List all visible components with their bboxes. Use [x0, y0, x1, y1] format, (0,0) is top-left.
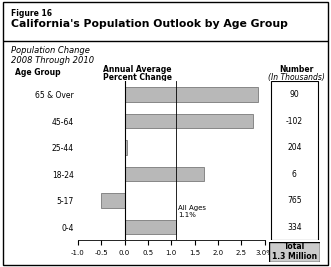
Text: 6: 6 [292, 170, 297, 179]
Bar [124, 220, 176, 234]
Bar [124, 114, 253, 128]
Text: California's Population Outlook by Age Group: California's Population Outlook by Age G… [11, 19, 287, 29]
Bar [101, 193, 124, 208]
Bar [124, 140, 127, 155]
Text: Number: Number [279, 65, 313, 74]
Text: 90: 90 [290, 90, 299, 99]
Text: Population Change: Population Change [11, 46, 89, 55]
Text: 2008 Through 2010: 2008 Through 2010 [11, 56, 94, 65]
Text: (In Thousands): (In Thousands) [268, 73, 325, 82]
Text: Age Group: Age Group [15, 68, 61, 77]
FancyBboxPatch shape [271, 81, 317, 240]
Text: -102: -102 [286, 117, 303, 126]
Text: Total
1.3 Million: Total 1.3 Million [272, 242, 317, 261]
Text: 765: 765 [287, 196, 302, 205]
Text: Percent Change: Percent Change [103, 73, 172, 82]
Text: Annual Average: Annual Average [103, 65, 171, 74]
Bar [124, 167, 204, 181]
Text: 204: 204 [287, 143, 302, 152]
Text: Figure 16: Figure 16 [11, 9, 52, 18]
Text: All Ages
1.1%: All Ages 1.1% [178, 205, 206, 218]
Bar [124, 87, 258, 102]
Text: 334: 334 [287, 223, 302, 231]
FancyBboxPatch shape [269, 242, 320, 262]
